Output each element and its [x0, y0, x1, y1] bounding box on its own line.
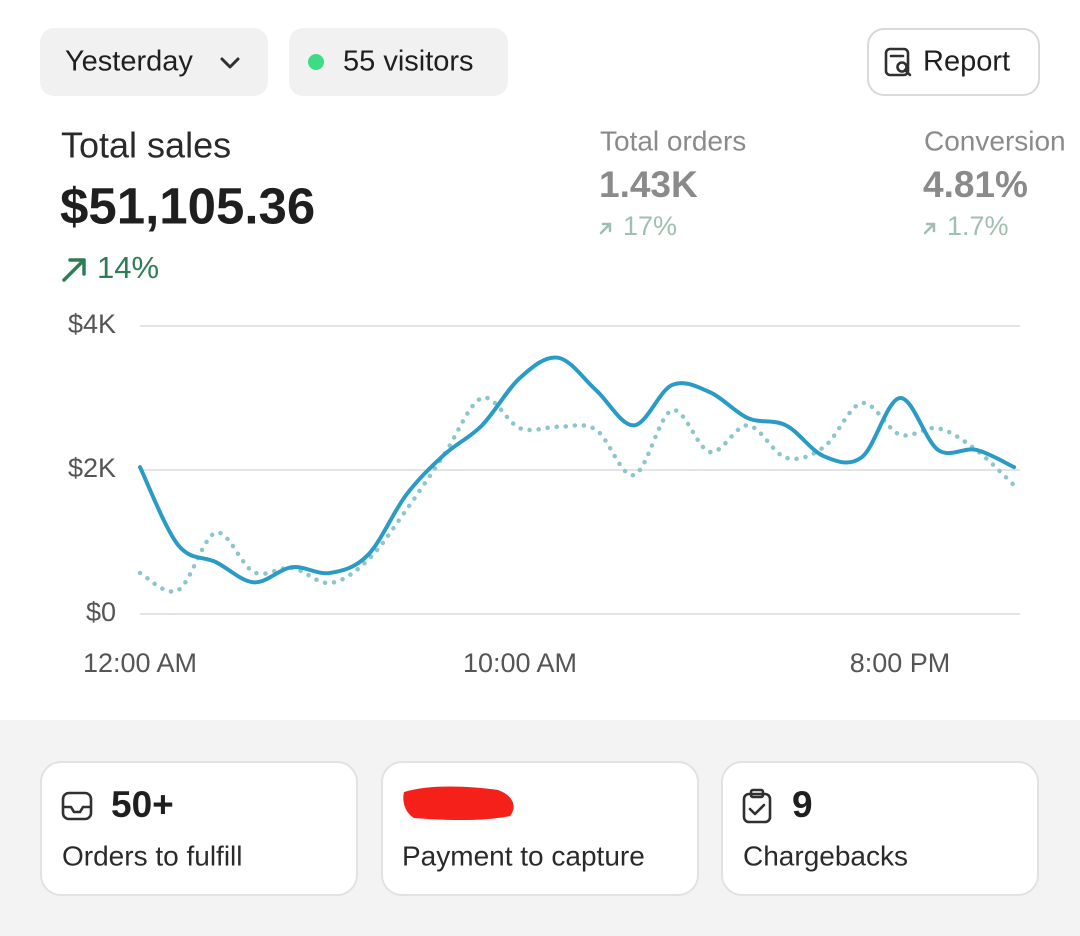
y-tick-label: $0	[86, 597, 116, 627]
metric-label: Total sales	[61, 125, 231, 166]
metric-change: 14%	[97, 250, 159, 285]
live-dot	[308, 54, 324, 70]
x-tick-label: 8:00 PM	[850, 648, 951, 678]
metric-change: 1.7%	[947, 211, 1009, 241]
card-label: Chargebacks	[743, 840, 908, 871]
sales-chart: $0 $2K $4K 12:00 AM 10:00 AM 8:00 PM	[68, 309, 1020, 678]
metric-label: Total orders	[600, 125, 746, 156]
report-button[interactable]: Report	[867, 28, 1040, 96]
card-bg	[40, 761, 358, 896]
up-arrow-icon	[599, 222, 612, 235]
card-label: Payment to capture	[402, 840, 645, 871]
card[interactable]: Payment to capture	[381, 761, 699, 896]
card[interactable]: 50+ Orders to fulfill	[40, 761, 358, 896]
report-icon	[884, 47, 912, 77]
date-filter-label: Yesterday	[65, 46, 193, 78]
visitors-label: 55 visitors	[343, 46, 474, 78]
card-value: 50+	[111, 784, 174, 825]
button-bg	[289, 28, 508, 96]
series-line	[138, 355, 1016, 585]
clipboard-icon	[742, 788, 772, 824]
card-bg	[721, 761, 1039, 896]
metric-value: 4.81%	[923, 164, 1028, 205]
y-tick-label: $2K	[68, 453, 116, 483]
date-filter-button[interactable]: Yesterday	[40, 28, 268, 96]
chevron-icon	[220, 57, 240, 69]
visitors-button[interactable]: 55 visitors	[289, 28, 508, 96]
up-arrow-icon	[62, 258, 86, 282]
metric-value: $51,105.36	[60, 177, 315, 234]
card-label: Orders to fulfill	[62, 840, 243, 871]
button-bg	[40, 28, 268, 96]
card[interactable]: 9 Chargebacks	[721, 761, 1039, 896]
button-bg	[867, 28, 1040, 96]
up-arrow-icon	[923, 222, 936, 235]
card-value: 9	[792, 784, 813, 825]
redaction	[403, 786, 514, 820]
report-label: Report	[923, 46, 1010, 78]
series-line	[137, 395, 1017, 594]
metric-label: Conversion	[924, 125, 1066, 156]
metric-change: 17%	[623, 211, 677, 241]
x-tick-label: 12:00 AM	[83, 648, 197, 678]
inbox-icon	[61, 791, 93, 821]
card-bg	[381, 761, 699, 896]
x-tick-label: 10:00 AM	[463, 648, 577, 678]
metric-value: 1.43K	[599, 164, 698, 205]
y-tick-label: $4K	[68, 309, 116, 339]
